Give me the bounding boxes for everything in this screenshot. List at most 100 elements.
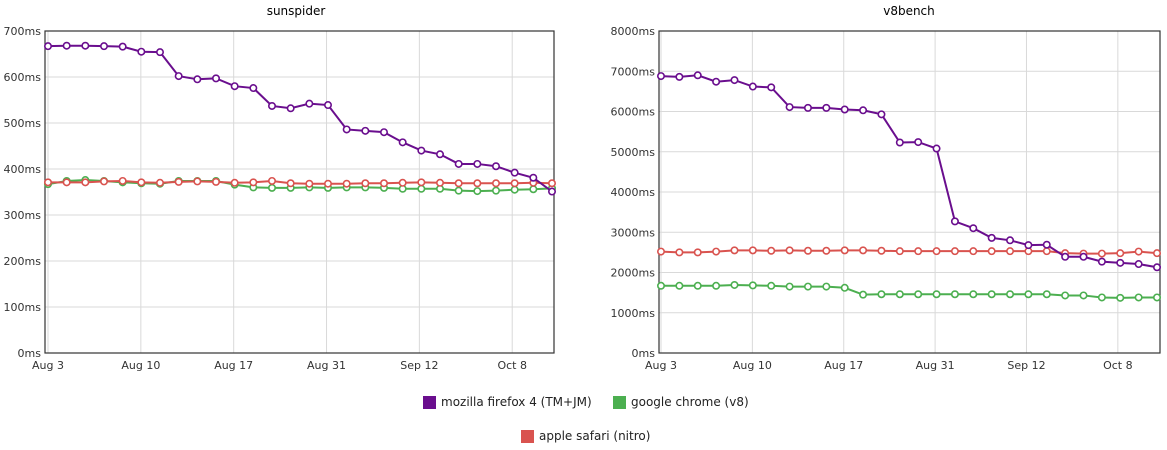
series-line xyxy=(47,44,553,193)
data-point xyxy=(398,138,407,147)
data-point xyxy=(1134,260,1143,269)
data-point xyxy=(767,246,776,255)
data-point xyxy=(249,178,258,187)
data-point xyxy=(454,159,463,168)
x-tick-label: Sep 12 xyxy=(1007,359,1045,372)
y-tick-label: 5000ms xyxy=(611,146,656,159)
data-point xyxy=(1116,293,1125,302)
data-point xyxy=(491,186,500,195)
x-tick-label: Aug 31 xyxy=(307,359,346,372)
y-axis-ticks: 0ms 1000ms 2000ms 3000ms 4000ms 5000ms 6000ms 7… xyxy=(611,25,656,360)
data-point xyxy=(969,224,978,233)
data-point xyxy=(174,177,183,186)
x-axis-ticks: Aug 3 Aug 10 Aug 17 Aug 31 Sep 12 Oct 8 xyxy=(32,359,527,372)
data-point xyxy=(118,176,127,185)
data-point xyxy=(859,290,868,299)
data-point xyxy=(840,283,849,292)
y-tick-label: 7000ms xyxy=(611,65,656,78)
data-point xyxy=(803,282,812,291)
y-tick-label: 6000ms xyxy=(611,106,656,119)
data-point xyxy=(859,246,868,255)
data-point xyxy=(1097,249,1106,258)
legend-item-chrome[interactable]: google chrome (v8) xyxy=(613,395,749,409)
y-tick-label: 3000ms xyxy=(611,226,656,239)
data-point xyxy=(712,281,721,290)
data-point xyxy=(491,162,500,171)
data-point xyxy=(1006,290,1015,299)
y-tick-label: 300ms xyxy=(4,209,42,222)
data-point xyxy=(323,179,332,188)
data-point xyxy=(473,159,482,168)
data-point xyxy=(1153,293,1162,302)
series-line xyxy=(661,283,1157,299)
y-tick-label: 4000ms xyxy=(611,186,656,199)
data-point xyxy=(1061,291,1070,300)
data-point xyxy=(43,178,52,187)
data-point xyxy=(656,247,665,256)
x-tick-label: Aug 10 xyxy=(733,359,772,372)
data-point xyxy=(877,290,886,299)
data-point xyxy=(547,179,556,188)
legend-label: google chrome (v8) xyxy=(631,395,749,409)
data-point xyxy=(914,138,923,147)
data-point xyxy=(379,179,388,188)
data-point xyxy=(81,178,90,187)
data-point xyxy=(547,187,556,196)
y-tick-label: 8000ms xyxy=(611,25,656,38)
data-point xyxy=(712,247,721,256)
data-point xyxy=(895,138,904,147)
data-point xyxy=(342,179,351,188)
data-point xyxy=(1097,293,1106,302)
charts-canvas: sunspider 0ms 100ms 200ms 300ms 400ms 500ms 60… xyxy=(4,4,1162,372)
x-tick-label: Oct 8 xyxy=(497,359,527,372)
data-point xyxy=(932,290,941,299)
data-point xyxy=(840,246,849,255)
data-point xyxy=(510,185,519,194)
data-point xyxy=(748,82,757,91)
data-point xyxy=(62,178,71,187)
data-point xyxy=(81,41,90,50)
series-line xyxy=(48,179,553,185)
data-point xyxy=(712,77,721,86)
data-point xyxy=(969,290,978,299)
y-tick-label: 1000ms xyxy=(611,307,656,320)
legend-row: apple safari (nitro) xyxy=(0,429,1167,449)
legend-item-firefox[interactable]: mozilla firefox 4 (TM+JM) xyxy=(423,395,592,409)
data-point xyxy=(323,101,332,110)
data-point xyxy=(675,281,684,290)
data-point xyxy=(435,178,444,187)
series-line xyxy=(47,179,553,193)
data-point xyxy=(950,247,959,256)
data-point xyxy=(822,282,831,291)
data-point xyxy=(785,103,794,112)
data-point xyxy=(249,84,258,93)
y-tick-label: 500ms xyxy=(4,117,42,130)
data-point xyxy=(473,179,482,188)
v8bench-chart: v8bench 0ms 1000ms 2000ms 3000ms 4000ms 5000m… xyxy=(611,4,1162,372)
data-point xyxy=(193,75,202,84)
data-point xyxy=(1024,241,1033,250)
data-point xyxy=(730,280,739,289)
data-point xyxy=(895,290,904,299)
data-point xyxy=(785,246,794,255)
data-point xyxy=(767,281,776,290)
data-point xyxy=(932,247,941,256)
y-tick-label: 700ms xyxy=(4,25,42,38)
legend-item-safari[interactable]: apple safari (nitro) xyxy=(521,429,650,443)
data-point xyxy=(62,41,71,50)
y-tick-label: 200ms xyxy=(4,255,42,268)
x-tick-label: Aug 3 xyxy=(32,359,64,372)
data-point xyxy=(286,179,295,188)
data-point xyxy=(656,72,665,81)
plot-frame xyxy=(658,30,1161,354)
data-point xyxy=(510,179,519,188)
legend-swatch xyxy=(613,395,626,409)
data-point xyxy=(100,42,109,51)
x-tick-label: Sep 12 xyxy=(400,359,438,372)
y-tick-label: 600ms xyxy=(4,71,42,84)
data-point xyxy=(1042,290,1051,299)
y-tick-label: 2000ms xyxy=(611,267,656,280)
data-point xyxy=(174,72,183,81)
data-point xyxy=(693,281,702,290)
x-tick-label: Aug 17 xyxy=(214,359,253,372)
